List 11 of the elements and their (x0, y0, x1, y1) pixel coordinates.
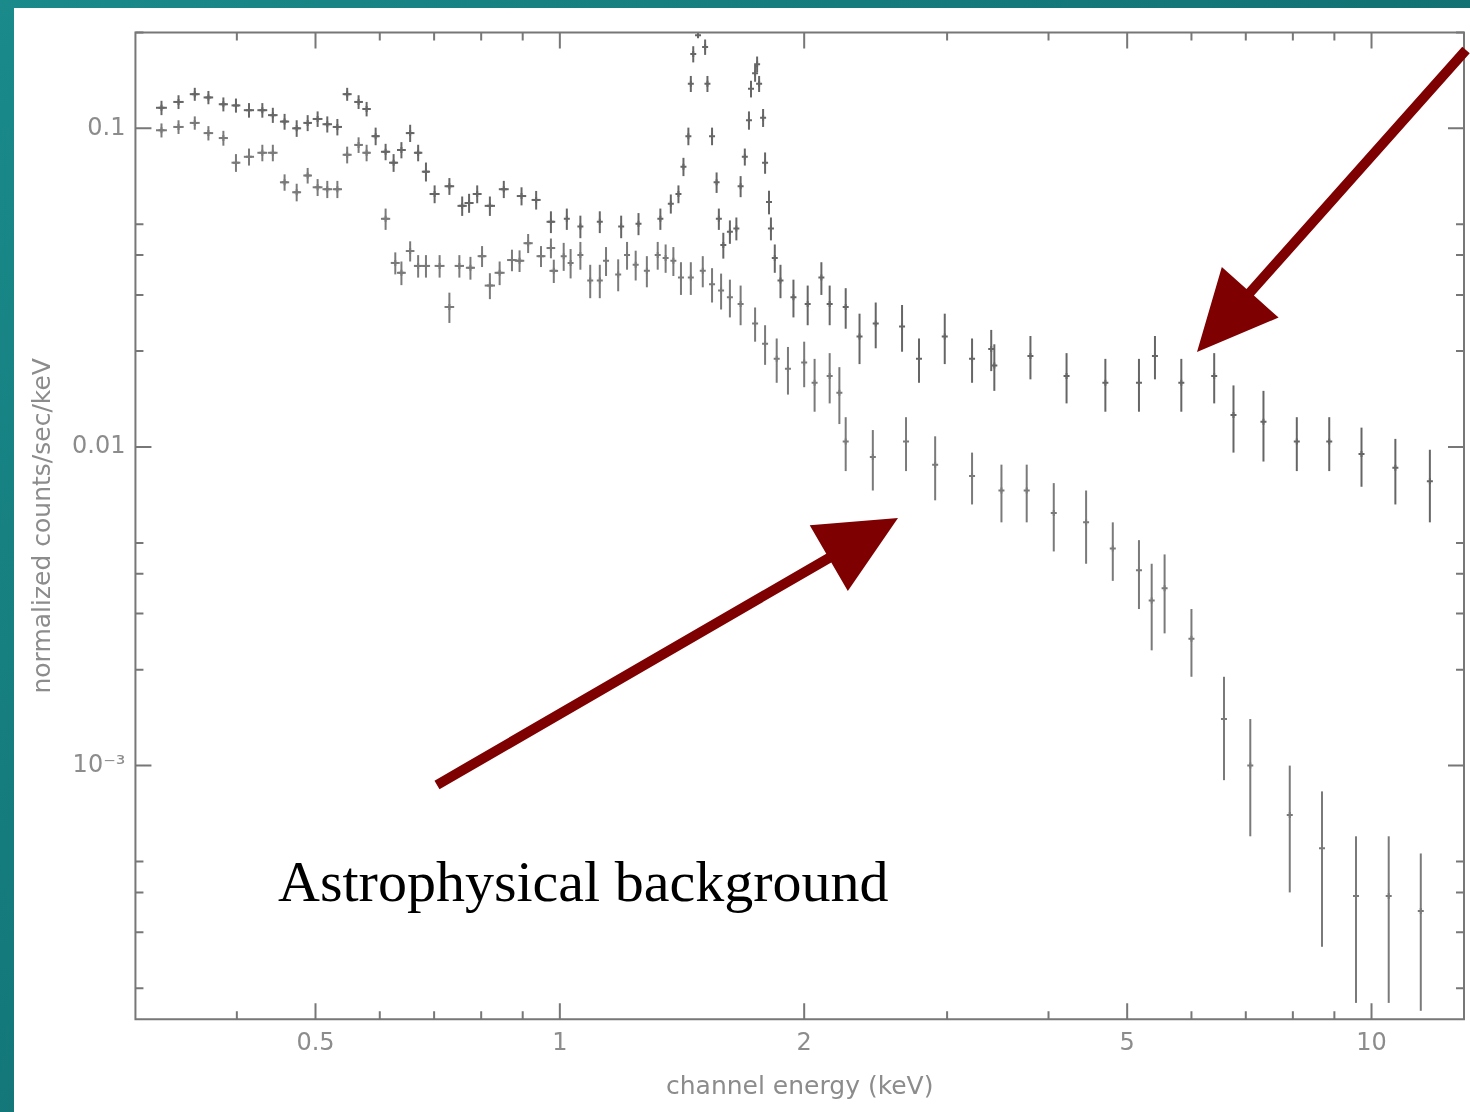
x-tick-label: 0.5 (296, 1027, 335, 1056)
y-tick-label: 10⁻³ (72, 749, 126, 778)
x-tick-label: 10 (1356, 1027, 1387, 1056)
annotation: Astrophysical background (278, 848, 889, 915)
x-tick-label: 1 (552, 1027, 568, 1056)
y-tick-label: 0.01 (72, 431, 126, 460)
x-tick-label: 2 (796, 1027, 812, 1056)
x-tick-label: 5 (1119, 1027, 1135, 1056)
y-axis-title: normalized counts/sec/keV (26, 358, 56, 694)
x-axis-title: channel energy (keV) (665, 1070, 934, 1100)
y-tick-label: 0.1 (87, 112, 126, 141)
